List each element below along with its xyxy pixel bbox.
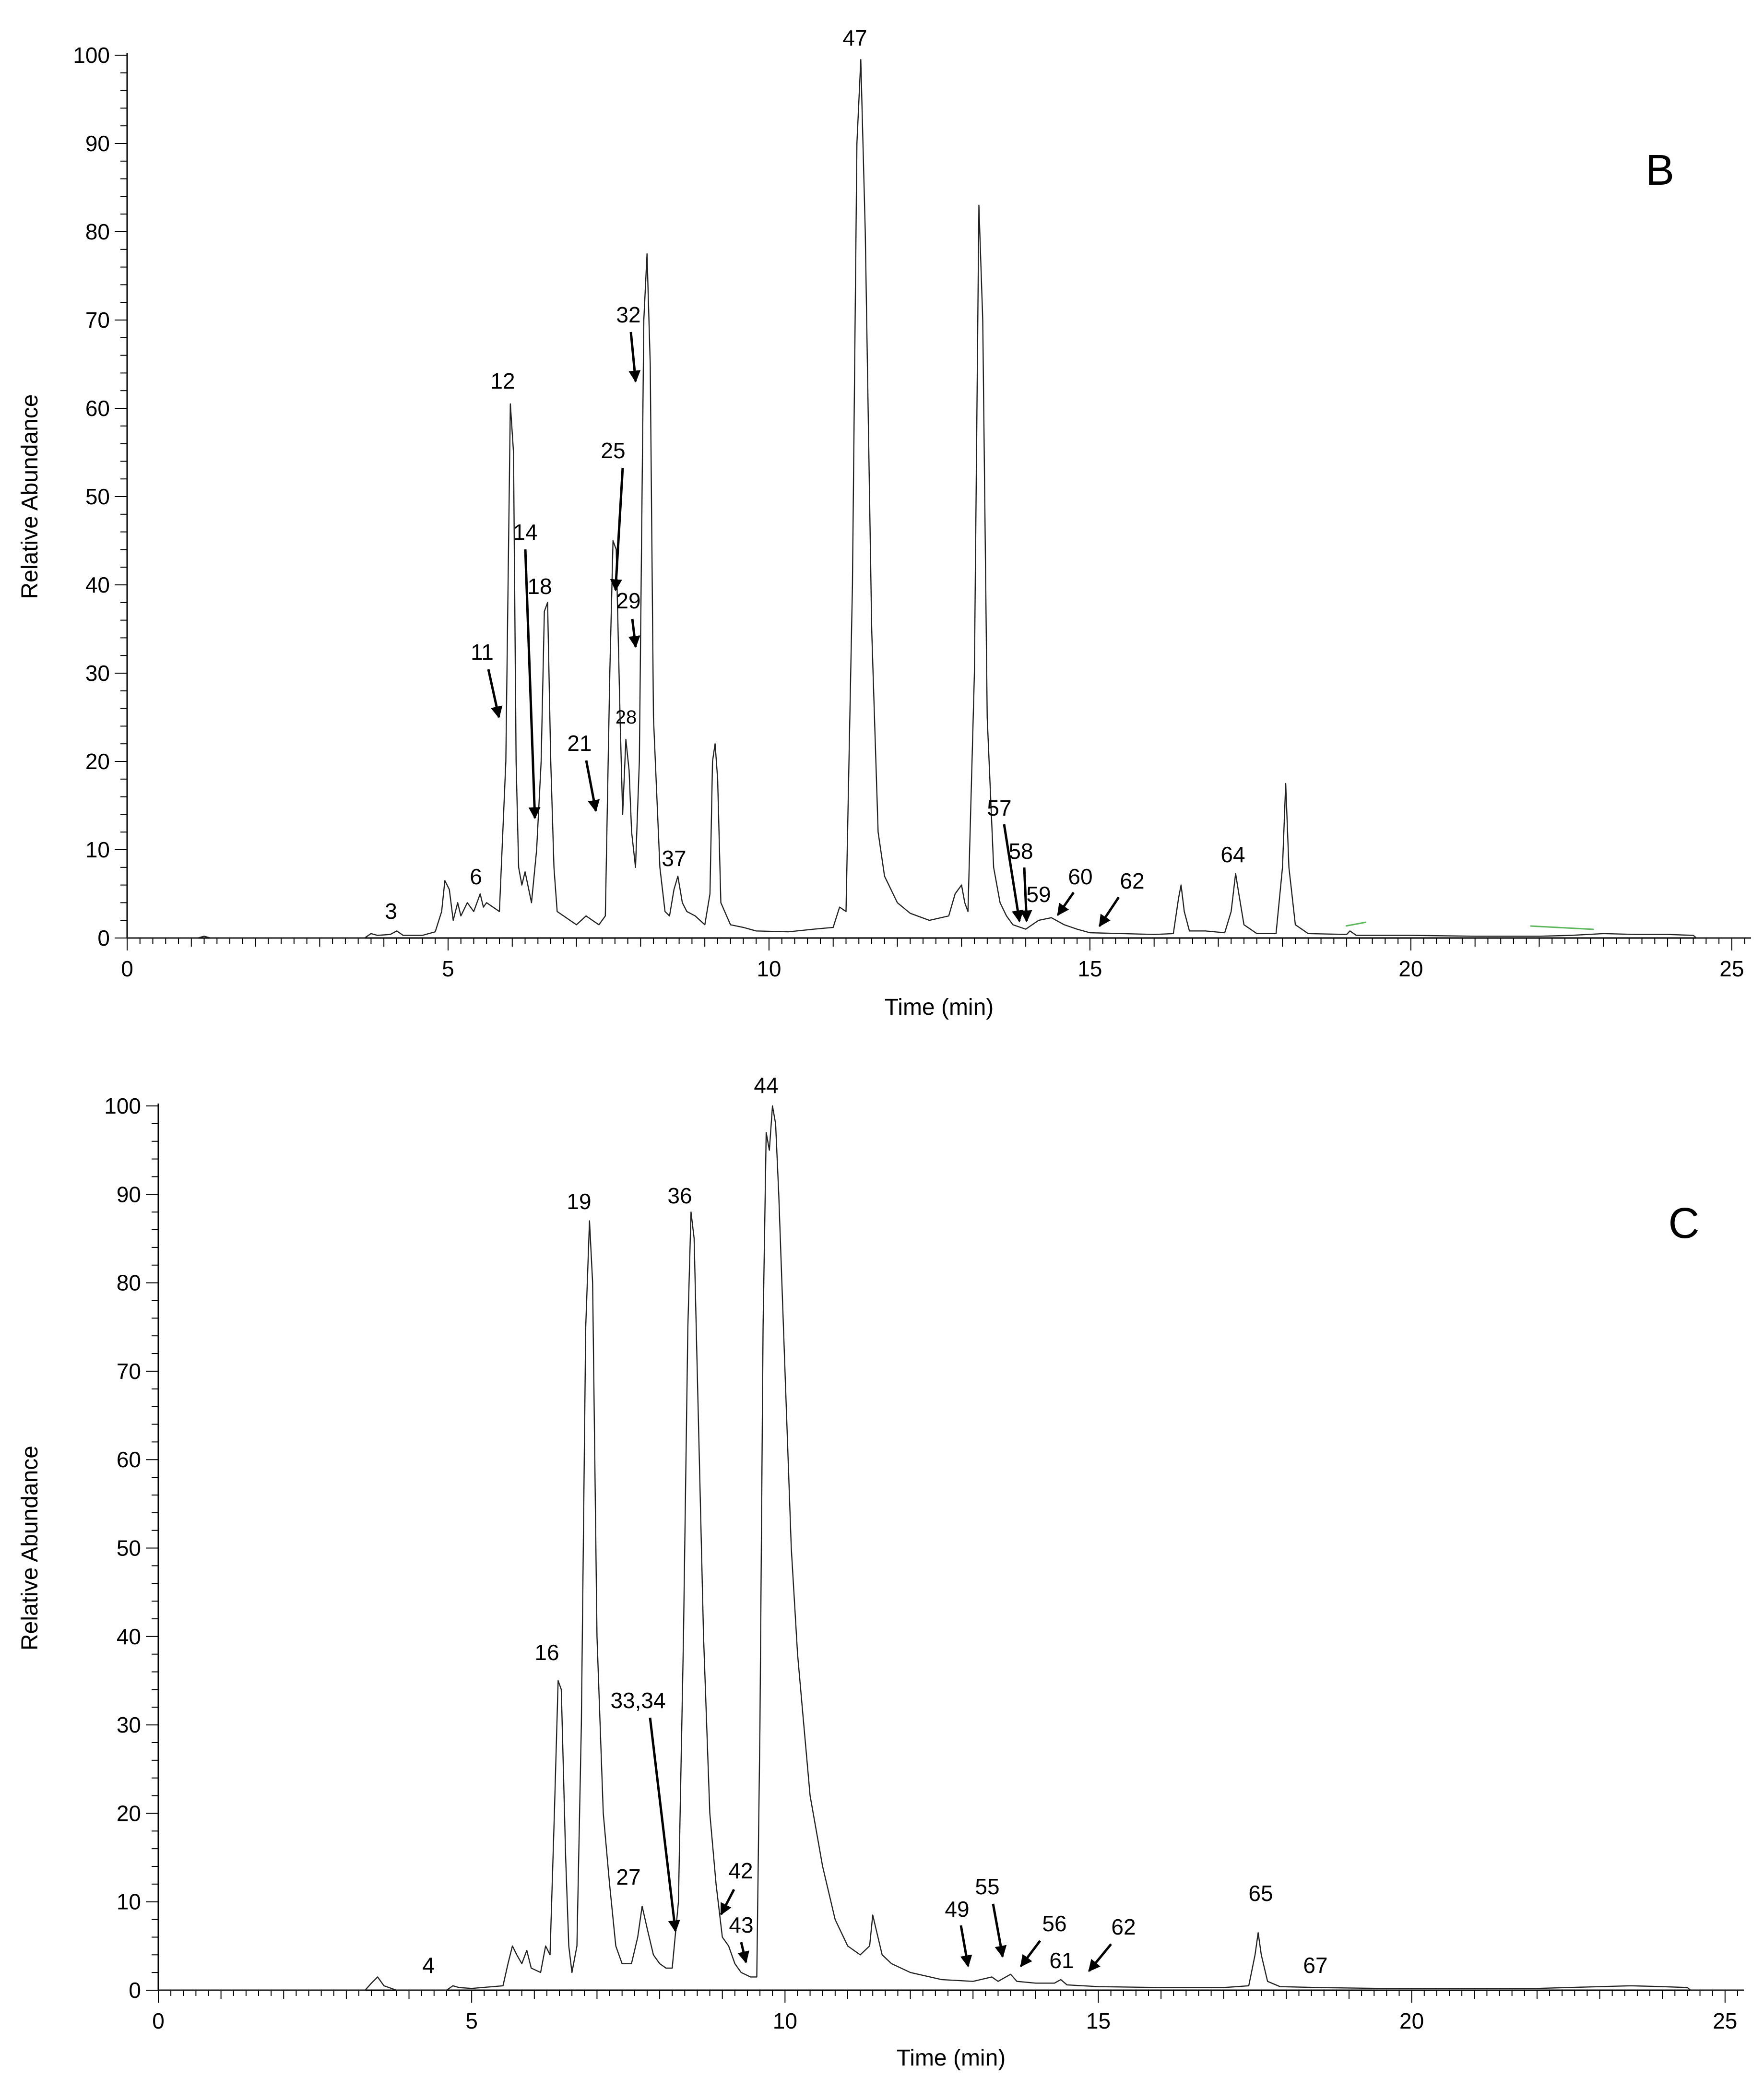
b-y-tick-label: 20 bbox=[85, 749, 110, 774]
b-peak-arrow bbox=[628, 618, 640, 648]
b-peak-label: 60 bbox=[1068, 864, 1092, 889]
c-panel-letter: C bbox=[1669, 1199, 1700, 1247]
b-peak-arrow bbox=[487, 669, 503, 719]
b-y-tick-label: 50 bbox=[85, 484, 110, 509]
c-peak-label: 61 bbox=[1049, 1948, 1074, 1973]
b-peak-label: 14 bbox=[513, 520, 537, 545]
c-x-tick-label: 10 bbox=[773, 2008, 797, 2033]
c-peak-label: 44 bbox=[754, 1073, 778, 1098]
b-peak-label: 21 bbox=[567, 731, 592, 756]
b-x-tick-label: 5 bbox=[442, 956, 454, 981]
c-peak-arrow bbox=[737, 1942, 749, 1964]
b-peak-label: 37 bbox=[662, 846, 686, 871]
panel-c-chart: 0 5 10 15 20 25 0 10 20 30 40 50 60 70 80 90 100 Time (mi… bbox=[17, 1073, 1744, 2071]
b-y-tick-label: 40 bbox=[85, 572, 110, 597]
b-peak-label: 18 bbox=[527, 574, 552, 599]
c-peak-label: 43 bbox=[729, 1912, 753, 1937]
b-x-tick-label: 10 bbox=[757, 956, 781, 981]
b-peak-arrow bbox=[628, 332, 641, 383]
b-y-tick-label: 100 bbox=[73, 43, 110, 68]
b-peak-label: 64 bbox=[1220, 842, 1245, 867]
b-peak-label: 12 bbox=[490, 368, 515, 393]
c-peak-label: 56 bbox=[1042, 1911, 1066, 1936]
b-peak-label: 3 bbox=[385, 899, 397, 924]
c-peak-arrow bbox=[649, 1717, 680, 1933]
c-peak-label: 27 bbox=[616, 1864, 640, 1889]
c-peak-label: 67 bbox=[1303, 1953, 1327, 1978]
b-chromatogram-trace bbox=[127, 59, 1751, 939]
b-y-tick-label: 90 bbox=[85, 131, 110, 156]
c-x-tick-label: 25 bbox=[1713, 2008, 1737, 2033]
c-x-tick-label: 5 bbox=[465, 2008, 478, 2033]
b-peak-label: 59 bbox=[1026, 882, 1051, 907]
b-x-tick-label: 25 bbox=[1719, 956, 1744, 981]
b-peak-arrow bbox=[1020, 867, 1032, 923]
b-peak-label: 11 bbox=[471, 640, 494, 665]
b-y-tick-label: 30 bbox=[85, 661, 110, 686]
c-y-tick-label: 60 bbox=[117, 1447, 141, 1472]
b-y-tick-label: 0 bbox=[97, 926, 110, 950]
b-peak-label: 29 bbox=[616, 588, 640, 613]
c-peak-label: 49 bbox=[945, 1897, 969, 1922]
b-x-tick-label: 0 bbox=[121, 956, 133, 981]
b-peak-arrow bbox=[1098, 896, 1120, 927]
b-green-mark bbox=[1345, 921, 1367, 927]
c-peak-label: 42 bbox=[728, 1858, 753, 1883]
c-peak-arrow bbox=[720, 1888, 735, 1916]
c-peak-label: 65 bbox=[1248, 1881, 1273, 1906]
b-x-axis-title: Time (min) bbox=[885, 995, 994, 1020]
b-y-tick-label: 80 bbox=[85, 219, 110, 244]
b-peak-label: 32 bbox=[616, 302, 640, 327]
b-y-tick-label: 70 bbox=[85, 308, 110, 332]
c-peak-arrow bbox=[1020, 1940, 1041, 1967]
b-peak-label: 47 bbox=[842, 25, 867, 50]
b-panel-letter: B bbox=[1646, 146, 1674, 194]
b-peak-arrow bbox=[610, 467, 624, 592]
c-x-tick-label: 20 bbox=[1399, 2008, 1424, 2033]
c-y-tick-label: 70 bbox=[117, 1359, 141, 1384]
c-x-tick-label: 15 bbox=[1086, 2008, 1111, 2033]
c-peak-label: 16 bbox=[534, 1640, 559, 1665]
b-y-tick-label: 60 bbox=[85, 396, 110, 421]
b-y-tick-label: 10 bbox=[85, 837, 110, 862]
c-y-tick-label: 80 bbox=[117, 1271, 141, 1295]
b-peak-arrow bbox=[585, 760, 600, 812]
b-peak-label: 57 bbox=[987, 796, 1011, 820]
c-peak-label: 55 bbox=[975, 1874, 999, 1899]
b-peak-label: 6 bbox=[470, 864, 482, 889]
c-peak-arrow bbox=[1088, 1943, 1112, 1972]
b-peak-label: 62 bbox=[1120, 868, 1144, 893]
b-x-tick-label: 20 bbox=[1398, 956, 1423, 981]
b-peak-arrow bbox=[1003, 824, 1024, 923]
c-peak-label: 36 bbox=[667, 1183, 692, 1208]
b-peak-label: 58 bbox=[1008, 839, 1033, 864]
c-y-tick-label: 30 bbox=[117, 1712, 141, 1737]
c-y-tick-label: 100 bbox=[104, 1093, 141, 1118]
b-peak-arrow bbox=[524, 549, 541, 819]
c-y-tick-label: 20 bbox=[117, 1801, 141, 1826]
c-peak-arrow bbox=[959, 1925, 972, 1968]
b-peak-arrow bbox=[1056, 891, 1075, 916]
c-peak-label: 4 bbox=[422, 1953, 435, 1978]
c-x-axis-title: Time (min) bbox=[897, 2045, 1006, 2071]
c-y-tick-label: 90 bbox=[117, 1182, 141, 1207]
b-peak-label: 28 bbox=[616, 707, 637, 728]
c-peak-label: 19 bbox=[567, 1189, 591, 1214]
c-peak-label: 33,34 bbox=[610, 1688, 665, 1713]
c-y-tick-label: 10 bbox=[117, 1889, 141, 1914]
c-x-tick-label: 0 bbox=[152, 2008, 165, 2033]
c-y-tick-label: 0 bbox=[129, 1978, 141, 2003]
c-peak-label: 62 bbox=[1111, 1914, 1136, 1939]
c-y-tick-label: 40 bbox=[117, 1624, 141, 1649]
b-x-tick-label: 15 bbox=[1077, 956, 1102, 981]
c-y-tick-label: 50 bbox=[117, 1536, 141, 1561]
b-y-axis-title: Relative Abundance bbox=[17, 394, 43, 599]
c-chromatogram-trace bbox=[158, 1105, 1744, 1991]
panel-b-chart: 0 5 10 15 20 25 0 10 20 30 40 50 60 70 80 90 100 Time (mi… bbox=[17, 25, 1751, 1020]
c-peak-arrow bbox=[992, 1903, 1007, 1958]
c-y-axis-title: Relative Abundance bbox=[17, 1446, 43, 1651]
b-peak-label: 25 bbox=[601, 438, 625, 463]
b-green-mark bbox=[1530, 925, 1594, 930]
